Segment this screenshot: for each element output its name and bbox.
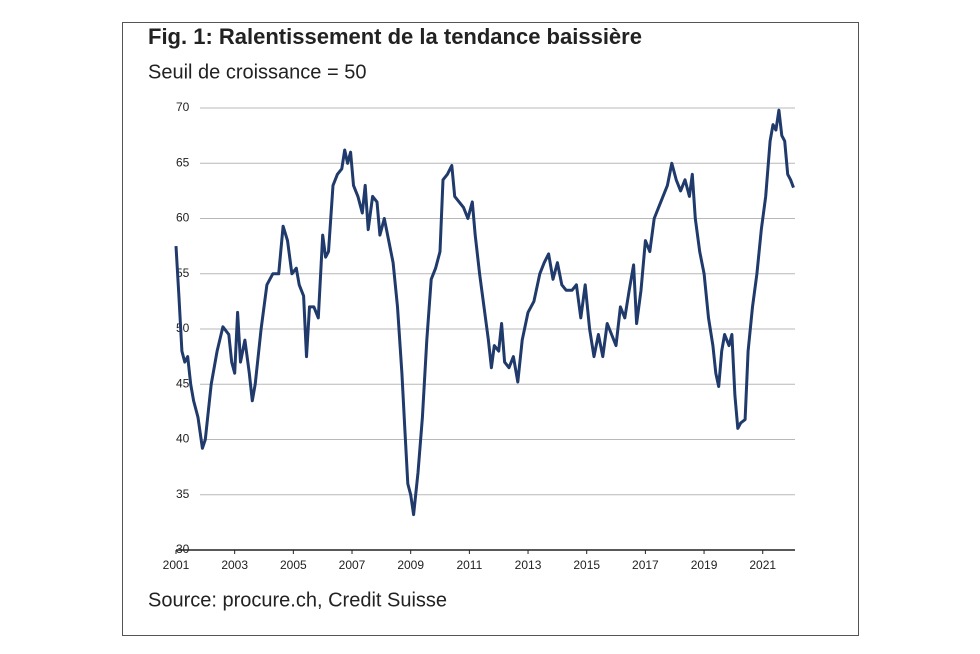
frame xyxy=(122,22,859,636)
y-tick-label: 50 xyxy=(176,321,190,335)
source: Source: procure.ch, Credit Suisse xyxy=(148,589,447,611)
x-tick-label: 2021 xyxy=(749,558,776,572)
chart-title: Fig. 1: Ralentissement de la tendance ba… xyxy=(148,24,642,49)
x-tick-label: 2013 xyxy=(515,558,542,572)
y-tick-label: 70 xyxy=(176,100,190,114)
series-line xyxy=(174,108,795,517)
y-tick-label: 40 xyxy=(176,432,190,446)
y-tick-label: 30 xyxy=(176,542,190,556)
y-tick-label: 45 xyxy=(176,376,190,390)
y-tick-label: 35 xyxy=(176,487,190,501)
y-tick-label: 60 xyxy=(176,211,190,225)
y-tick-label: 65 xyxy=(176,155,190,169)
x-tick-label: 2019 xyxy=(691,558,718,572)
x-tick-label: 2003 xyxy=(221,558,248,572)
chart-subtitle: Seuil de croissance = 50 xyxy=(148,61,366,83)
x-tick-label: 2009 xyxy=(397,558,424,572)
x-tick-label: 2005 xyxy=(280,558,307,572)
x-tick-label: 2017 xyxy=(632,558,659,572)
x-tick-label: 2015 xyxy=(573,558,600,572)
x-tick-label: 2011 xyxy=(456,558,482,572)
x-tick-label: 2007 xyxy=(339,558,366,572)
x-tick-label: 2001 xyxy=(163,558,190,572)
y-tick-label: 55 xyxy=(176,266,190,280)
